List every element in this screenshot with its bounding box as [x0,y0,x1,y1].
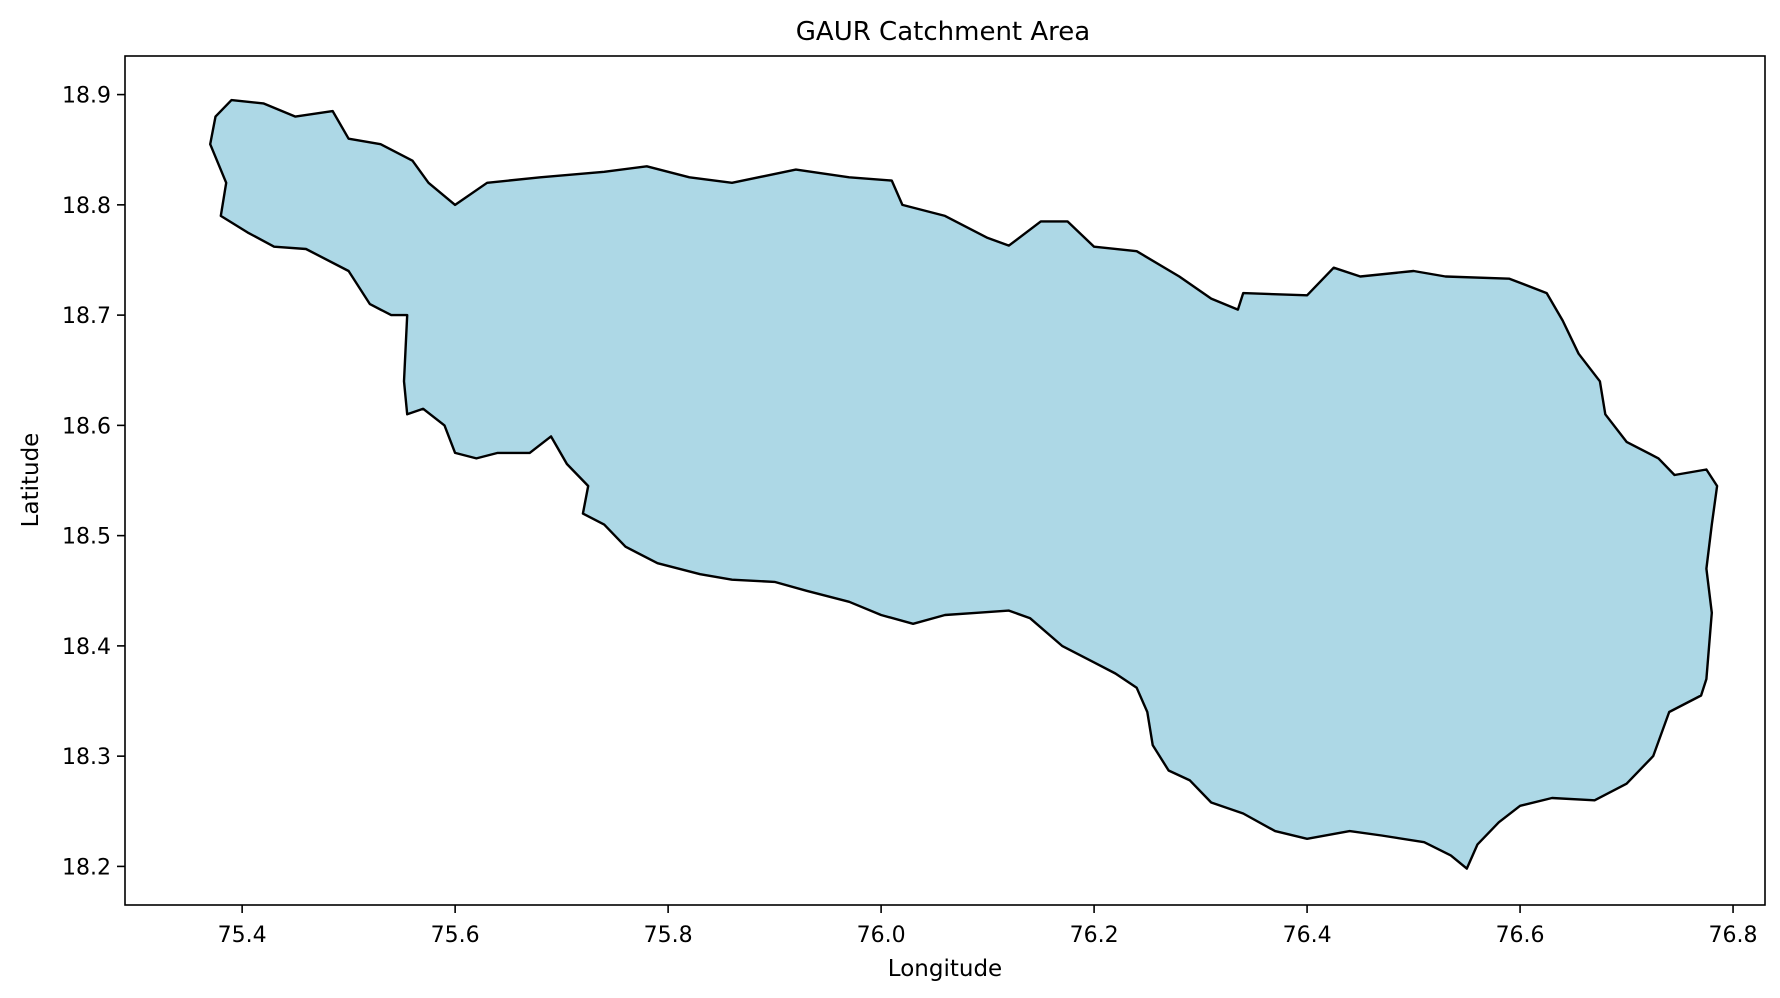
x-tick-label: 76.4 [1283,923,1332,948]
y-tick-label: 18.9 [62,84,111,109]
x-axis-label: Longitude [888,956,1002,982]
catchment-boundary-polygon [209,98,1719,870]
y-tick-label: 18.5 [62,525,111,550]
y-tick-label: 18.8 [62,194,111,219]
x-axis: 75.4 75.6 75.8 76.0 76.2 76.4 76.6 76.8 [218,905,1758,948]
x-tick-label: 75.8 [644,923,693,948]
y-axis: 18.2 18.3 18.4 18.5 18.6 18.7 18.8 18.9 [62,84,125,880]
x-tick-label: 75.4 [218,923,267,948]
y-tick-label: 18.2 [62,855,111,880]
y-tick-label: 18.6 [62,414,111,439]
y-tick-label: 18.4 [62,635,111,660]
x-tick-label: 75.6 [431,923,480,948]
chart-title: GAUR Catchment Area [796,17,1090,47]
x-tick-label: 76.2 [1070,923,1119,948]
x-tick-label: 76.8 [1709,923,1758,948]
x-tick-label: 76.6 [1496,923,1545,948]
plot-area-frame [124,55,1766,906]
y-axis-label: Latitude [18,433,44,528]
x-tick-label: 76.0 [857,923,906,948]
plot-area [124,55,1766,906]
y-tick-label: 18.3 [62,745,111,770]
y-tick-label: 18.7 [62,304,111,329]
